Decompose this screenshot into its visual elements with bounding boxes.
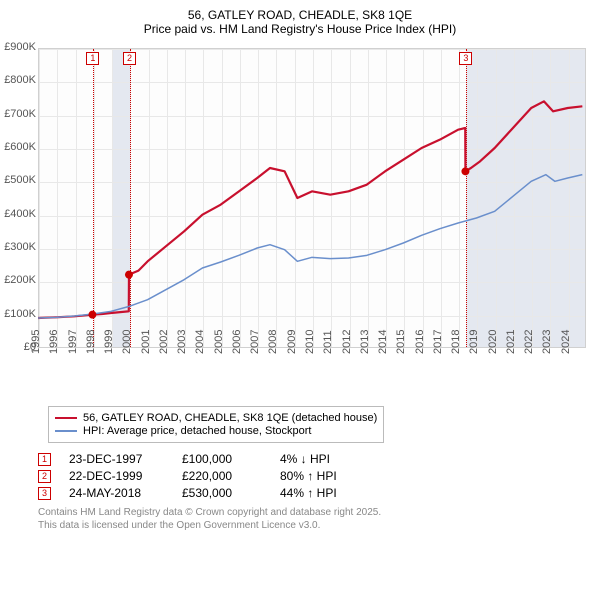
y-tick-label: £700K	[0, 108, 36, 120]
price-chart: £0£100K£200K£300K£400K£500K£600K£700K£80…	[8, 40, 592, 400]
y-tick-label: £300K	[0, 241, 36, 253]
sale-event-row: 324-MAY-2018£530,00044% ↑ HPI	[38, 486, 592, 500]
y-tick-label: £100K	[0, 308, 36, 320]
sale-event-row: 123-DEC-1997£100,0004% ↓ HPI	[38, 452, 592, 466]
footer-line1: Contains HM Land Registry data © Crown c…	[38, 506, 592, 519]
legend-item: 56, GATLEY ROAD, CHEADLE, SK8 1QE (detac…	[55, 412, 377, 424]
legend: 56, GATLEY ROAD, CHEADLE, SK8 1QE (detac…	[48, 406, 384, 443]
y-tick-label: £600K	[0, 141, 36, 153]
y-tick-label: £500K	[0, 174, 36, 186]
sale-event-row: 222-DEC-1999£220,00080% ↑ HPI	[38, 469, 592, 483]
chart-title: 56, GATLEY ROAD, CHEADLE, SK8 1QE Price …	[8, 8, 592, 36]
y-tick-label: £200K	[0, 274, 36, 286]
legend-item: HPI: Average price, detached house, Stoc…	[55, 425, 377, 437]
footer-line2: This data is licensed under the Open Gov…	[38, 519, 592, 532]
y-tick-label: £400K	[0, 208, 36, 220]
title-address: 56, GATLEY ROAD, CHEADLE, SK8 1QE	[8, 8, 592, 22]
attribution-footer: Contains HM Land Registry data © Crown c…	[38, 506, 592, 532]
sale-events-table: 123-DEC-1997£100,0004% ↓ HPI 222-DEC-1999…	[38, 452, 592, 500]
y-tick-label: £800K	[0, 74, 36, 86]
y-tick-label: £900K	[0, 41, 36, 53]
title-subtitle: Price paid vs. HM Land Registry's House …	[8, 22, 592, 36]
